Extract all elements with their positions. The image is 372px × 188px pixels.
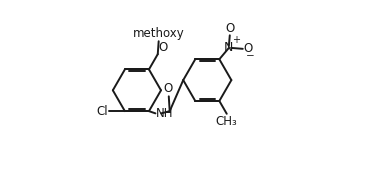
Text: NH: NH (156, 107, 174, 120)
Text: O: O (225, 22, 234, 35)
Text: +: + (232, 35, 240, 45)
Text: O: O (243, 42, 253, 55)
Text: −: − (246, 51, 255, 61)
Text: O: O (164, 82, 173, 95)
Text: methoxy: methoxy (133, 27, 185, 40)
Text: Cl: Cl (97, 105, 108, 118)
Text: CH₃: CH₃ (216, 115, 238, 128)
Text: O: O (158, 41, 167, 54)
Text: N: N (224, 41, 234, 54)
